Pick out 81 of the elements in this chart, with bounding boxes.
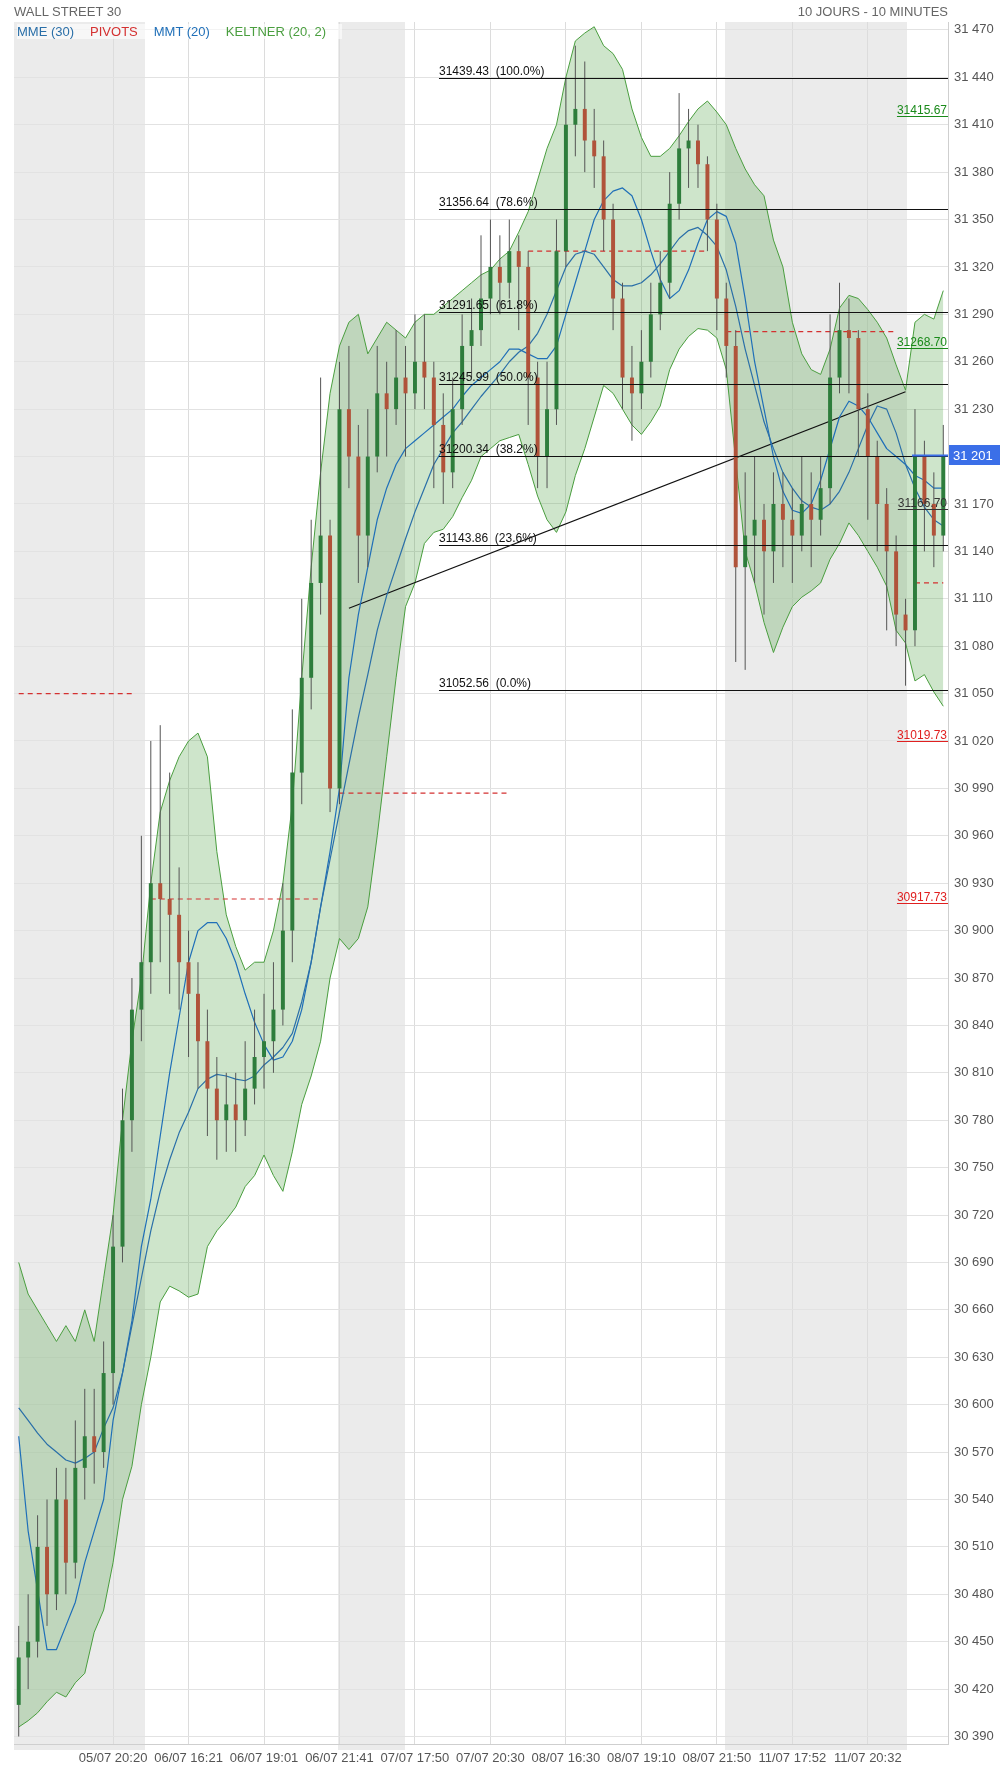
y-tick-label: 30 870 [954,969,994,985]
ref-line-label: 31019.73 [896,727,948,742]
y-tick-label: 31 290 [954,305,994,321]
x-tick-label: 11/07 20:32 [833,1749,902,1765]
y-tick-label: 30 900 [954,922,994,938]
candlestick [167,772,172,995]
y-tick-label: 31 440 [954,68,994,84]
y-tick-label: 31 380 [954,163,994,179]
y-tick-label: 31 140 [954,542,994,558]
x-tick-label: 06/07 19:01 [229,1749,299,1765]
x-tick-label: 07/07 20:30 [456,1749,525,1765]
ref-line-label: 31356.64 (78.6%) [438,195,538,210]
y-tick-label: 31 050 [954,685,994,701]
ref-line-label: 31052.56 (0.0%) [438,675,532,690]
y-tick-label: 31 080 [954,637,994,653]
x-tick-label: 07/07 17:50 [380,1749,450,1765]
y-tick-label: 31 110 [954,590,993,606]
y-tick-label: 31 020 [954,732,994,748]
candlestick [26,1593,31,1690]
candlestick [752,456,757,584]
candlestick [384,361,389,458]
x-tick-label: 06/07 16:21 [154,1749,223,1765]
ref-line-label: 31415.67 [896,102,948,117]
x-tick-label: 08/07 16:30 [531,1749,601,1765]
ref-line-label: 30917.73 [896,889,948,904]
candlestick [686,108,691,189]
y-tick-label: 30 660 [954,1301,994,1317]
y-tick-label: 30 570 [954,1443,994,1459]
y-tick-label: 30 630 [954,1348,994,1364]
y-tick-label: 30 600 [954,1396,994,1412]
y-tick-label: 30 510 [954,1538,994,1554]
y-tick-label: 31 410 [954,116,994,132]
x-tick-label: 08/07 21:50 [682,1749,752,1765]
chart-title: WALL STREET 30 [14,4,122,19]
y-tick-label: 30 960 [954,827,994,843]
y-tick-label: 31 350 [954,211,994,227]
candlestick [403,345,408,458]
candlestick [422,313,427,410]
candlestick [696,124,700,189]
candlestick [846,298,851,394]
y-tick-label: 30 690 [954,1254,994,1270]
ref-line-label: 31439.43 (100.0%) [438,64,545,79]
y-tick-label: 30 840 [954,1016,994,1032]
candlestick [903,598,908,687]
x-tick-label: 06/07 21:41 [305,1749,374,1765]
y-tick-label: 30 540 [954,1491,994,1507]
y-tick-label: 31 170 [954,495,994,511]
candlestick [92,1388,97,1485]
y-tick-label: 30 990 [954,779,994,795]
y-tick-label: 30 750 [954,1159,994,1175]
text: PIVOTS [90,24,138,39]
x-tick-label: 05/07 20:20 [78,1749,148,1765]
y-tick-label: 30 420 [954,1680,994,1696]
y-tick-label: 31 260 [954,353,994,369]
y-tick-label: 31 230 [954,400,994,416]
candlestick [780,471,785,568]
text: MME (30) [17,24,75,39]
y-tick-label: 30 450 [954,1633,994,1649]
candlestick [809,471,814,568]
candlestick [592,108,597,189]
candlestick [573,45,578,157]
text: MMT (20) [153,24,210,39]
y-tick-label: 31 320 [954,258,994,274]
chart-subtitle: 10 JOURS - 10 MINUTES [797,4,948,19]
y-tick-label: 31 470 [954,21,994,37]
candlestick [224,1072,229,1153]
x-tick-label: 11/07 17:52 [758,1749,827,1765]
text: KELTNER (20, 2) [225,24,327,39]
candlestick [262,993,266,1090]
y-tick-label: 30 390 [954,1728,994,1744]
ref-line-label: 31268.70 [896,334,948,349]
candlestick [158,724,163,963]
y-tick-label: 30 480 [954,1585,994,1601]
y-tick-label: 30 780 [954,1111,994,1127]
candlestick [233,1072,238,1153]
y-tick-label: 30 810 [954,1064,994,1080]
x-tick-label: 08/07 19:10 [607,1749,676,1765]
ref-line-label: 31 201 [953,447,993,463]
y-tick-label: 30 930 [954,874,994,890]
candlestick [790,487,795,584]
y-tick-label: 30 720 [954,1206,994,1222]
